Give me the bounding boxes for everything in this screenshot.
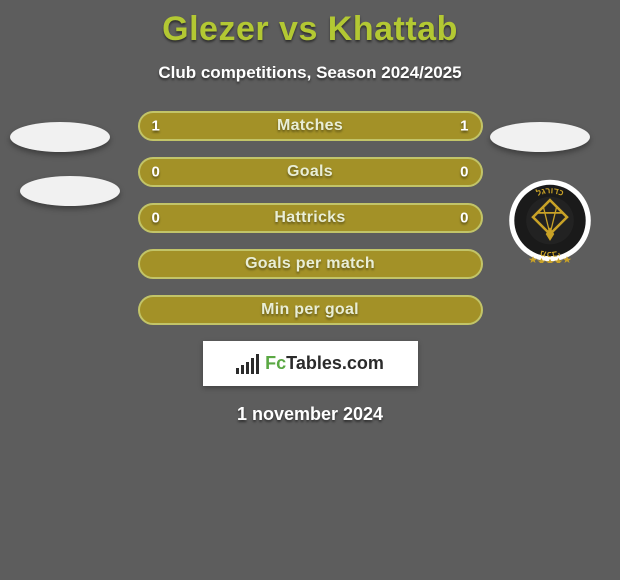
brand-text: FcTables.com [265,353,384,374]
stat-row-matches: 1 Matches 1 [138,111,483,141]
stat-row-goals-per-match: Goals per match [138,249,483,279]
stat-row-hattricks: 0 Hattricks 0 [138,203,483,233]
stat-row-min-per-goal: Min per goal [138,295,483,325]
brand-suffix: Tables.com [286,353,384,373]
player-right-avatar [490,122,590,152]
stat-label: Hattricks [274,209,345,227]
stat-left-value: 1 [152,118,160,135]
player-left-avatar [10,122,110,152]
brand-bars-icon [236,354,259,374]
stat-right-value: 0 [460,164,468,181]
brand-logo[interactable]: FcTables.com [203,341,418,386]
stat-label: Goals [287,163,333,181]
player-left-club-avatar [20,176,120,206]
stat-row-goals: 0 Goals 0 [138,157,483,187]
stat-right-value: 1 [460,118,468,135]
stat-left-value: 0 [152,164,160,181]
page-date: 1 november 2024 [0,404,620,425]
stat-label: Min per goal [261,301,359,319]
stat-left-value: 0 [152,210,160,227]
player-right-club-badge: כדורגל מכבי [500,178,600,263]
brand-prefix: Fc [265,353,286,373]
stats-container: 1 Matches 1 0 Goals 0 0 Hattricks 0 Goal… [138,111,483,325]
page-title: Glezer vs Khattab [0,0,620,49]
stat-right-value: 0 [460,210,468,227]
stat-label: Matches [277,117,343,135]
page-subtitle: Club competitions, Season 2024/2025 [0,63,620,83]
stat-label: Goals per match [245,255,375,273]
